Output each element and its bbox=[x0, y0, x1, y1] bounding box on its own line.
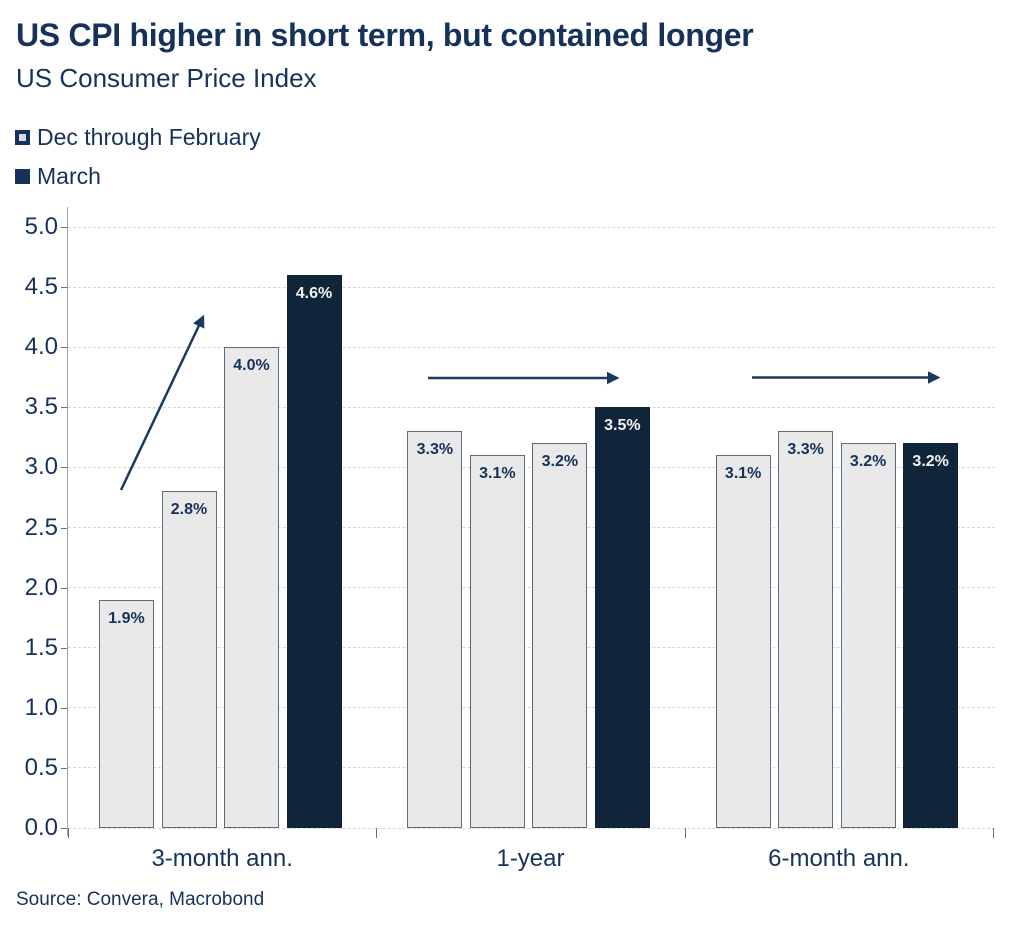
bar-march bbox=[286, 275, 342, 828]
gridline bbox=[68, 527, 995, 528]
y-axis-tick bbox=[61, 587, 68, 589]
y-axis-label: 4.0 bbox=[24, 333, 58, 361]
gridline bbox=[68, 406, 995, 408]
bar-march bbox=[594, 407, 650, 828]
bar-value-label: 3.3% bbox=[787, 441, 824, 459]
bar-dec-through-february bbox=[99, 599, 154, 828]
bar-value-label: 3.3% bbox=[416, 441, 454, 459]
y-axis-tick bbox=[61, 407, 68, 409]
chart-subtitle: US Consumer Price Index bbox=[16, 63, 317, 93]
y-axis-tick bbox=[61, 347, 68, 349]
y-axis-tick bbox=[61, 467, 68, 469]
x-axis-tick bbox=[684, 828, 686, 838]
y-axis-label: 2.0 bbox=[24, 573, 58, 601]
bar-march bbox=[903, 443, 959, 828]
bar-dec-through-february bbox=[840, 443, 896, 828]
gridline bbox=[68, 587, 995, 589]
legend-outlined-square-icon bbox=[15, 129, 30, 145]
gridline bbox=[68, 707, 995, 709]
up-trend-arrow-icon bbox=[119, 314, 205, 491]
y-axis-label: 2.5 bbox=[24, 513, 58, 541]
bar-value-label: 3.1% bbox=[479, 465, 516, 483]
bar-value-label: 3.2% bbox=[541, 453, 579, 471]
x-axis-tick bbox=[68, 828, 69, 838]
x-axis-category-label: 3-month ann. bbox=[151, 845, 293, 872]
bar-dec-through-february bbox=[469, 455, 525, 828]
y-axis-tick bbox=[61, 287, 68, 289]
y-axis-label: 5.0 bbox=[24, 213, 58, 240]
bar-dec-through-february bbox=[715, 455, 771, 828]
y-axis-label: 1.5 bbox=[24, 633, 58, 661]
legend-item-dec-through-february: Dec through February bbox=[15, 123, 261, 151]
bar-dec-through-february bbox=[161, 491, 217, 828]
bar-value-label: 1.9% bbox=[108, 609, 145, 627]
y-axis-tick bbox=[61, 707, 68, 709]
bar-dec-through-february bbox=[778, 431, 834, 828]
legend-label: March bbox=[37, 162, 101, 189]
x-axis-tick bbox=[993, 828, 994, 838]
x-axis-category-label: 6-month ann. bbox=[768, 845, 910, 872]
source-note: Source: Convera, Macrobond bbox=[16, 889, 265, 910]
y-axis-tick bbox=[61, 828, 68, 829]
bar-value-label: 3.5% bbox=[604, 417, 641, 435]
y-axis-line bbox=[67, 207, 68, 836]
legend: Dec through February March bbox=[15, 123, 261, 190]
gridline bbox=[68, 466, 995, 468]
bar-dec-through-february bbox=[224, 347, 279, 828]
y-axis-tick bbox=[61, 227, 68, 228]
legend-item-march: March bbox=[15, 162, 261, 190]
bar-value-label: 4.0% bbox=[233, 357, 270, 375]
legend-filled-square-icon bbox=[15, 168, 30, 184]
y-axis-label: 3.0 bbox=[24, 453, 58, 481]
y-axis-label: 0.0 bbox=[24, 814, 58, 841]
bar-value-label: 3.2% bbox=[912, 453, 949, 471]
legend-label: Dec through February bbox=[37, 123, 261, 150]
y-axis-tick bbox=[61, 767, 68, 769]
bar-value-label: 4.6% bbox=[295, 285, 333, 303]
bar-value-label: 2.8% bbox=[170, 501, 208, 519]
chart-title: US CPI higher in short term, but contain… bbox=[16, 17, 754, 53]
gridline bbox=[68, 647, 995, 649]
y-axis-tick bbox=[61, 647, 68, 649]
bar-dec-through-february bbox=[407, 431, 463, 828]
gridline bbox=[68, 827, 995, 829]
y-axis-tick bbox=[61, 527, 68, 529]
y-axis-label: 4.5 bbox=[24, 273, 58, 301]
y-axis-label: 3.5 bbox=[24, 393, 58, 421]
gridline bbox=[68, 286, 995, 288]
gridline bbox=[68, 226, 995, 228]
bar-value-label: 3.2% bbox=[849, 453, 887, 471]
y-axis-label: 0.5 bbox=[24, 753, 58, 781]
gridline bbox=[68, 767, 995, 769]
x-axis-category-label: 1-year bbox=[496, 845, 565, 872]
x-axis-tick bbox=[376, 828, 378, 838]
bar-value-label: 3.1% bbox=[724, 465, 762, 483]
bar-dec-through-february bbox=[532, 443, 588, 828]
gridline bbox=[68, 346, 995, 348]
y-axis-label: 1.0 bbox=[24, 693, 58, 721]
